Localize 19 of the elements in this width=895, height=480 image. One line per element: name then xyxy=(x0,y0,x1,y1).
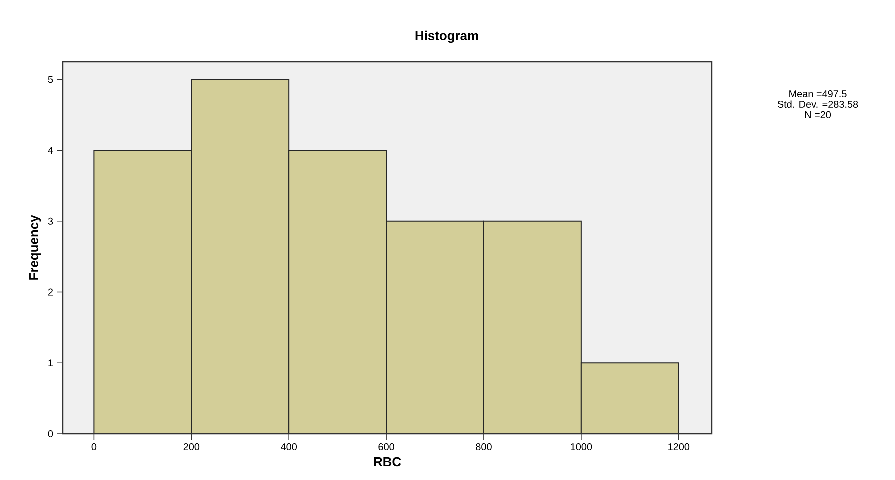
y-axis-title: Frequency xyxy=(30,215,42,280)
x-tick-label: 200 xyxy=(184,444,200,451)
y-tick-label: 2 xyxy=(48,288,53,296)
y-tick-label: 1 xyxy=(48,360,54,367)
x-axis-title: RBC xyxy=(374,457,402,467)
y-tick-label: 4 xyxy=(48,147,54,154)
x-tick-label: 400 xyxy=(281,444,298,451)
text: Std. Dev. =283.58 xyxy=(778,100,858,108)
x-tick-label: 0 xyxy=(92,444,97,451)
y-tick-label: 5 xyxy=(48,76,54,84)
chart-title: Histogram xyxy=(416,30,478,44)
y-tick-label: 3 xyxy=(48,218,54,225)
x-tick-label: 600 xyxy=(378,444,394,451)
text: N =20 xyxy=(805,111,832,118)
x-tick-label: 1000 xyxy=(571,444,592,451)
text: Mean =497.5 xyxy=(790,90,847,98)
y-tick-label: 0 xyxy=(48,430,54,438)
x-tick-label: 1200 xyxy=(668,444,690,451)
x-tick-label: 800 xyxy=(476,444,492,451)
